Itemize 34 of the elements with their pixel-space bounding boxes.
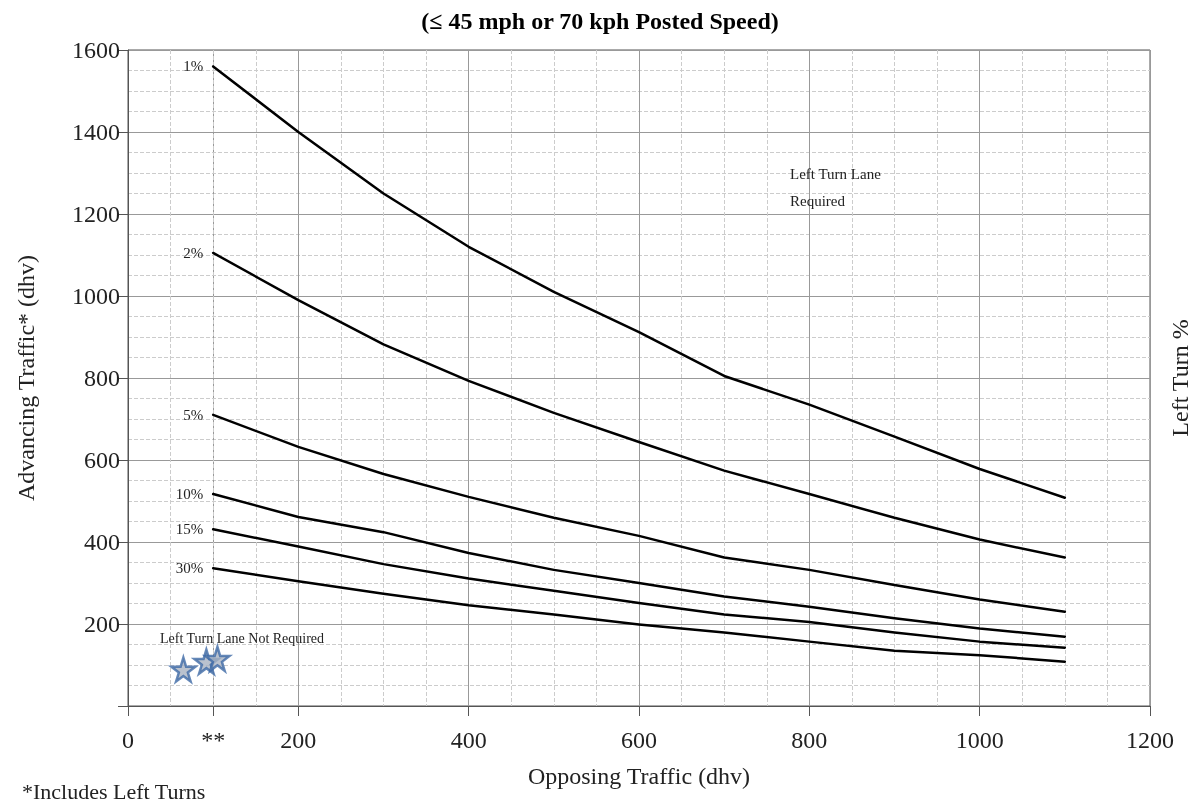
y-tick-label: 600 <box>84 447 120 473</box>
y-tick-label: 200 <box>84 611 120 637</box>
line-series <box>211 251 1067 559</box>
x-tick-label: 200 <box>280 727 317 753</box>
y-tick-label: 1200 <box>72 201 120 227</box>
x-tick-label: ** <box>201 727 226 753</box>
y-axis-title: Advancing Traffic* (dhv) <box>13 254 39 502</box>
series-label: 15% <box>175 521 204 538</box>
text: *Includes Left Turns <box>22 779 206 803</box>
annotation: Left Turn Lane Not Required <box>160 631 325 647</box>
x-axis-title: Opposing Traffic (dhv) <box>527 763 751 789</box>
series-label: 30% <box>175 560 204 577</box>
series-label: 10% <box>175 486 204 503</box>
line-series <box>211 413 1067 613</box>
series-label: 2% <box>183 244 204 261</box>
line-series <box>211 65 1067 499</box>
x-tick-label: 1000 <box>955 727 1004 753</box>
x-tick-label: 400 <box>450 727 487 753</box>
y-tick-label: 400 <box>84 529 120 555</box>
y-tick-label: 1400 <box>72 119 120 145</box>
chart-title: (≤ 45 mph or 70 kph Posted Speed) <box>421 8 779 34</box>
line-series <box>211 566 1067 663</box>
series-label: 5% <box>183 406 204 423</box>
y-tick-label: 1000 <box>72 283 120 309</box>
x-tick-label: 0 <box>122 727 134 753</box>
y-tick-label: 1600 <box>72 37 120 63</box>
x-tick-label: 600 <box>621 727 657 753</box>
x-tick-label: 800 <box>791 727 828 753</box>
x-tick-label: 1200 <box>1126 727 1174 753</box>
series-label: 1% <box>183 58 204 75</box>
line-series <box>211 528 1067 650</box>
y-tick-label: 800 <box>84 365 120 391</box>
y2-axis-title: Left Turn % <box>1167 319 1193 437</box>
annotation: Left Turn Lane Required <box>790 165 885 209</box>
